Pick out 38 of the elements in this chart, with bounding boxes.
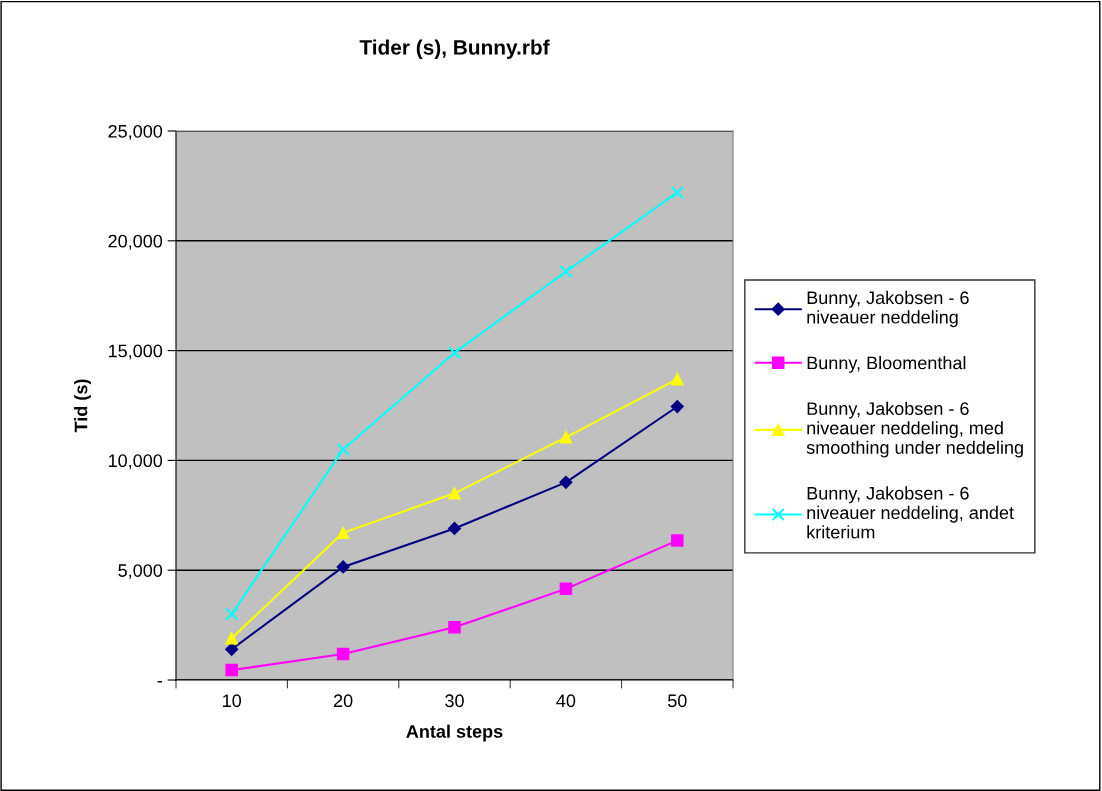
legend-label: Bunny, Jakobsen - 6 niveauer neddeling <box>807 290 969 328</box>
x-tick-label: 20 <box>333 694 353 708</box>
point <box>559 582 573 596</box>
y-axis-title: Tid (s) <box>74 379 91 433</box>
x-tick-label: 50 <box>667 694 687 708</box>
legend-label: Bunny, Bloomenthal <box>807 356 966 373</box>
point <box>559 475 573 489</box>
legend-label: Bunny, Jakobsen - 6 niveauer neddeling, andet kriterium <box>807 486 1014 539</box>
y-tick-label: 5,000 <box>118 564 163 580</box>
point <box>670 185 684 200</box>
x-tick-label: 10 <box>223 694 242 708</box>
point <box>671 534 684 547</box>
y-tick-label: 15,000 <box>108 344 163 360</box>
point <box>336 560 350 574</box>
point <box>670 400 684 414</box>
point <box>447 346 462 360</box>
point <box>448 621 461 634</box>
y-tick-label: 10,000 <box>108 454 163 470</box>
y-tick-label: 25,000 <box>108 124 163 140</box>
point <box>559 264 573 279</box>
point <box>336 647 350 661</box>
point <box>336 442 350 457</box>
legend-label: Bunny, Jakobsen - 6 niveauer neddeling, med smoothing under neddeling <box>806 401 1023 458</box>
chart-title: Tider (s), Bunny.rbf <box>359 39 550 59</box>
x-tick-label: 40 <box>556 694 576 708</box>
point <box>225 607 239 621</box>
y-tick-label: 20,000 <box>108 234 163 250</box>
point <box>447 521 462 536</box>
point <box>225 632 238 645</box>
point <box>336 526 350 540</box>
point <box>671 372 684 386</box>
x-tick-label: 30 <box>445 694 464 708</box>
y-tick-label: - <box>157 681 162 683</box>
x-axis-title: Antal steps <box>406 724 503 742</box>
point <box>559 431 573 444</box>
point <box>225 663 238 677</box>
point <box>448 487 461 500</box>
point <box>225 642 239 656</box>
